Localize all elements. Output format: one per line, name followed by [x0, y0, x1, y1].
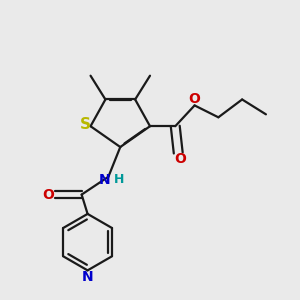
Text: O: O — [174, 152, 186, 166]
Text: O: O — [42, 188, 54, 202]
Text: S: S — [80, 117, 91, 132]
Text: N: N — [99, 173, 111, 187]
Text: N: N — [82, 270, 93, 284]
Text: H: H — [114, 173, 124, 186]
Text: O: O — [189, 92, 200, 106]
